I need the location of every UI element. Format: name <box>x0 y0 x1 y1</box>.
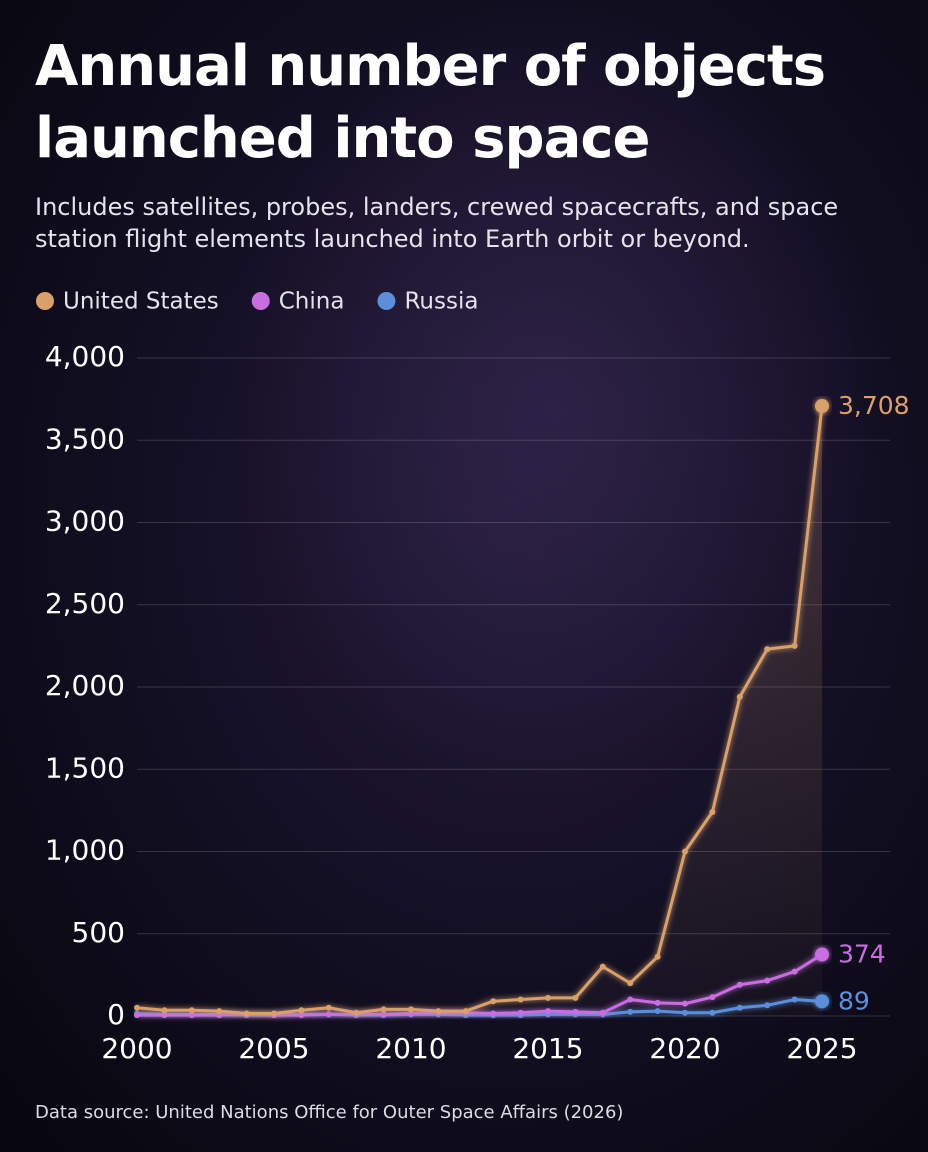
legend-label: United States <box>63 289 219 315</box>
point <box>791 968 798 975</box>
x-tick-label: 2015 <box>512 1032 583 1065</box>
point <box>736 693 743 700</box>
x-tick-label: 2000 <box>101 1032 172 1065</box>
x-tick-label: 2025 <box>786 1032 857 1065</box>
point <box>490 998 497 1005</box>
y-tick-label: 4,000 <box>45 340 125 373</box>
y-tick-label: 0 <box>107 998 125 1031</box>
point <box>188 1007 195 1014</box>
point <box>490 1010 497 1017</box>
point <box>517 1009 524 1016</box>
point <box>271 1010 277 1017</box>
value-label: 3,708 <box>838 391 910 420</box>
point <box>815 994 829 1009</box>
y-tick-label: 1,000 <box>45 834 125 867</box>
point <box>188 1012 195 1019</box>
point <box>815 947 829 962</box>
chart-title: Annual number of objects launched into sp… <box>35 34 825 171</box>
point <box>298 1012 305 1019</box>
text-line: station flight elements launched into Ea… <box>35 225 750 253</box>
point <box>791 996 798 1003</box>
point <box>325 1004 332 1011</box>
point <box>161 1012 168 1019</box>
point <box>545 1008 551 1015</box>
point <box>353 1009 360 1016</box>
point <box>408 1010 414 1017</box>
text-line: Includes satellites, probes, landers, cr… <box>35 193 838 221</box>
point <box>545 994 551 1001</box>
point <box>709 1009 716 1016</box>
legend-marker <box>251 292 270 310</box>
line <box>136 405 824 1016</box>
point <box>161 1007 168 1014</box>
point <box>654 999 661 1006</box>
y-tick-label: 500 <box>72 916 125 949</box>
point <box>298 1007 305 1014</box>
point <box>791 642 798 649</box>
point <box>627 996 634 1003</box>
chart-subtitle: Includes satellites, probes, landers, cr… <box>35 193 838 253</box>
y-tick-label: 3,000 <box>45 505 125 538</box>
point <box>654 1008 661 1015</box>
y-tick-label: 3,500 <box>45 422 125 455</box>
point <box>380 1006 387 1013</box>
text-line: Annual number of objects <box>35 34 825 99</box>
y-tick-label: 2,000 <box>45 669 125 702</box>
grid: 0 500 1,000 1,500 2,000 2,500 3,000 3,500 4,000 2… <box>45 340 890 1065</box>
point <box>599 1009 606 1016</box>
point <box>325 1011 332 1018</box>
text-line: launched into space <box>35 106 650 171</box>
point <box>380 1011 387 1018</box>
x-tick-label: 2020 <box>649 1032 720 1065</box>
point <box>408 1006 414 1013</box>
legend-label: Russia <box>404 289 478 315</box>
point <box>815 399 829 414</box>
legend: United States China Russia <box>36 289 478 315</box>
point <box>216 1008 223 1015</box>
value-label: 374 <box>838 939 886 968</box>
point <box>627 980 634 987</box>
point <box>517 996 524 1003</box>
point <box>682 848 688 855</box>
point <box>764 977 771 984</box>
x-tick-label: 2005 <box>238 1032 309 1065</box>
point <box>736 1004 743 1011</box>
point <box>709 994 716 1001</box>
point <box>764 1002 771 1009</box>
point <box>435 1008 442 1015</box>
point <box>654 953 661 960</box>
source-note: Data source: United Nations Office for O… <box>35 1102 623 1123</box>
y-tick-label: 2,500 <box>45 587 125 620</box>
x-tick-label: 2010 <box>375 1032 446 1065</box>
legend-marker <box>36 292 54 310</box>
point <box>243 1010 250 1017</box>
area <box>137 406 822 1016</box>
point <box>736 981 743 988</box>
legend-label: China <box>279 289 345 315</box>
point <box>216 1012 223 1019</box>
point <box>709 809 716 816</box>
y-tick-label: 1,500 <box>45 751 125 784</box>
point <box>764 646 771 653</box>
point <box>572 994 579 1001</box>
value-label: 89 <box>838 986 870 1015</box>
legend-marker <box>377 292 396 310</box>
point <box>682 1000 688 1007</box>
point <box>462 1008 469 1015</box>
point <box>682 1009 688 1016</box>
point <box>599 963 606 970</box>
point <box>134 1004 140 1011</box>
point <box>134 1012 140 1019</box>
plot: 89 374 3,708 <box>134 391 910 1019</box>
point <box>572 1008 579 1015</box>
point <box>627 1008 634 1015</box>
